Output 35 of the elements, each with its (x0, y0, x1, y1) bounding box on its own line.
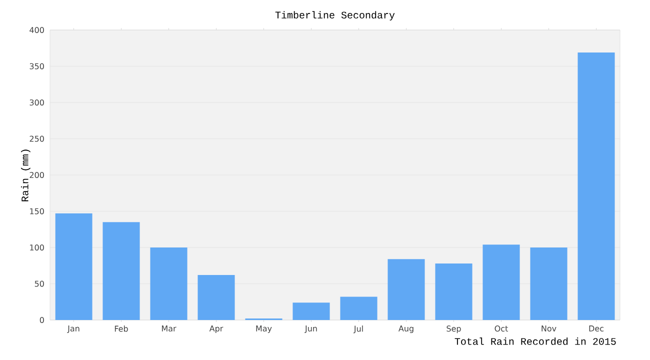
y-tick-label: 300 (30, 99, 44, 106)
x-tick-label: Dec (589, 326, 604, 332)
bar (55, 213, 92, 320)
y-axis-title: Rain (mm) (21, 150, 30, 202)
bar (292, 302, 330, 320)
x-tick-label: Apr (209, 326, 224, 334)
bar (198, 275, 235, 320)
x-tick-label: May (256, 326, 272, 334)
y-tick-label: 200 (30, 172, 44, 178)
bar (482, 244, 520, 320)
x-tick-label: Jun (304, 326, 317, 333)
bar (340, 296, 378, 320)
x-tick-label: Jul (354, 326, 363, 334)
x-tick-label: Nov (542, 326, 556, 332)
y-tick-label: 250 (30, 136, 44, 142)
bar (150, 248, 188, 320)
x-tick-label: Feb (114, 326, 128, 332)
bar (388, 259, 425, 320)
y-tick-label: 150 (30, 208, 44, 214)
x-tick-label: Jan (67, 326, 80, 333)
y-tick-label: 400 (30, 26, 44, 34)
x-tick-label: Sep (446, 326, 461, 334)
y-tick-label: 50 (34, 280, 44, 287)
bar (530, 248, 568, 320)
x-axis-title: Total Rain Recorded in 2015 (454, 338, 616, 345)
x-tick-label: Aug (398, 326, 414, 334)
y-tick-label: 100 (30, 244, 44, 251)
bar (578, 52, 615, 320)
x-tick-label: Oct (494, 326, 508, 332)
y-tick-label: 0 (40, 316, 44, 324)
bar (102, 222, 140, 320)
bar (435, 263, 472, 320)
y-tick-label: 350 (30, 63, 44, 70)
x-tick-label: Mar (162, 326, 176, 332)
chart-title: Timberline Secondary (275, 11, 395, 20)
